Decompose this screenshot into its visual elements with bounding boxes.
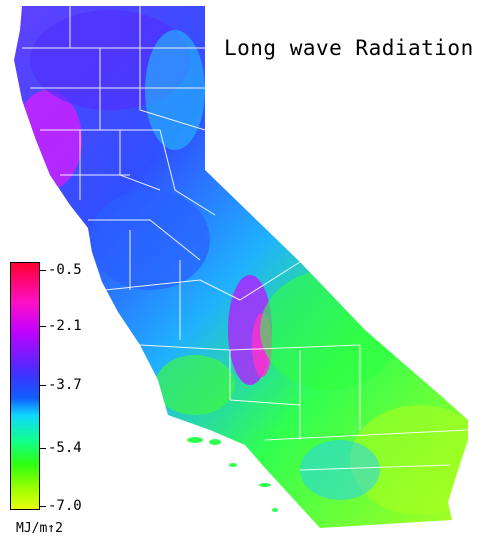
south-cyan-zone (300, 440, 380, 500)
map-title: Long wave Radiation (224, 36, 474, 60)
color-scale-bar (10, 262, 40, 510)
tick-mark (40, 326, 46, 327)
tick-label: -3.7 (48, 377, 82, 393)
coast-green-zone (155, 355, 235, 415)
central-valley-zone (90, 190, 210, 290)
desert-green-zone (260, 270, 400, 390)
tick-mark (40, 506, 46, 507)
tick-label: -7.0 (48, 498, 82, 514)
tick-mark (40, 385, 46, 386)
tick-mark (40, 448, 46, 449)
tick-label: -5.4 (48, 440, 82, 456)
channel-islands (187, 437, 278, 512)
county-boundaries (22, 6, 469, 471)
tick-label: -0.5 (48, 262, 82, 278)
tick-label: -2.1 (48, 318, 82, 334)
unit-label: MJ/m↑2 (16, 521, 63, 536)
tick-mark (40, 270, 46, 271)
northeast-cyan-zone (145, 30, 205, 150)
california-outline (14, 6, 468, 528)
